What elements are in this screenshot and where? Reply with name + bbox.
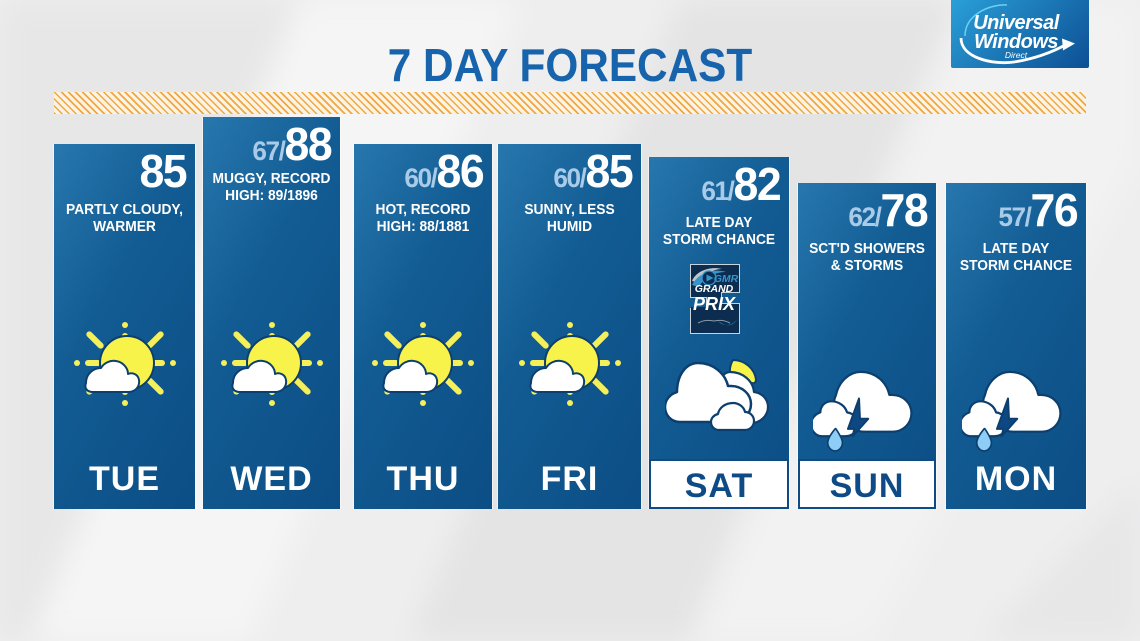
svg-text:Direct: Direct: [1005, 50, 1028, 60]
svg-text:PRIX: PRIX: [693, 294, 736, 314]
